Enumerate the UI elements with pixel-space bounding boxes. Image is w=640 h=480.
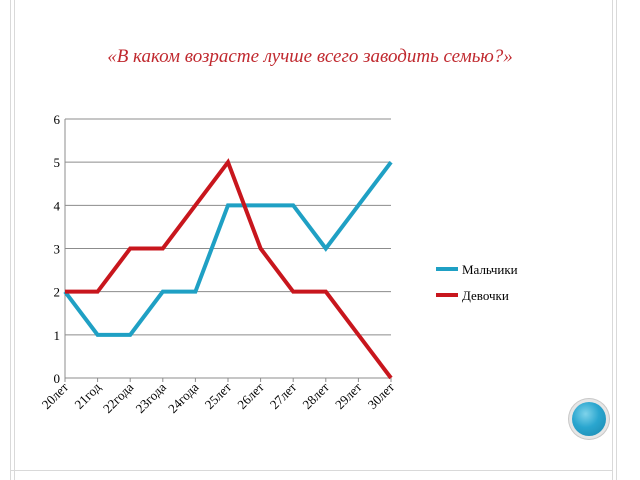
y-tick-label: 6 <box>54 112 61 127</box>
x-tick-label: 21год <box>71 379 104 412</box>
x-tick-label: 20лет <box>39 379 72 412</box>
series-line-2 <box>65 158 393 380</box>
legend-label-2: Девочки <box>462 288 509 303</box>
frame-line-right-inner <box>616 0 617 480</box>
y-tick-label: 4 <box>54 198 61 213</box>
x-tick-label: 26лет <box>234 379 267 412</box>
x-tick-label: 28лет <box>299 379 332 412</box>
x-tick-label: 29лет <box>332 379 365 412</box>
frame-line-left-inner <box>14 0 15 480</box>
chart-title: «В каком возрасте лучше всего заводить с… <box>107 46 513 67</box>
x-tick-label: 23года <box>132 379 169 416</box>
x-tick-label: 25лет <box>202 379 235 412</box>
frame-line-bottom <box>10 470 613 471</box>
x-tick-label: 30лет <box>365 379 398 412</box>
frame-line-left <box>10 0 11 480</box>
x-tick-label: 22года <box>100 379 137 416</box>
legend-label-1: Мальчики <box>462 262 518 277</box>
x-tick-label: 27лет <box>267 379 300 412</box>
decorative-orb <box>572 402 606 436</box>
series-line-1 <box>63 160 393 337</box>
y-tick-label: 2 <box>54 285 61 300</box>
y-tick-label: 0 <box>54 371 61 386</box>
y-tick-label: 3 <box>54 242 61 257</box>
frame-line-right <box>612 0 613 480</box>
x-tick-label: 24года <box>165 379 202 416</box>
y-tick-label: 5 <box>54 155 61 170</box>
y-tick-label: 1 <box>54 328 61 343</box>
